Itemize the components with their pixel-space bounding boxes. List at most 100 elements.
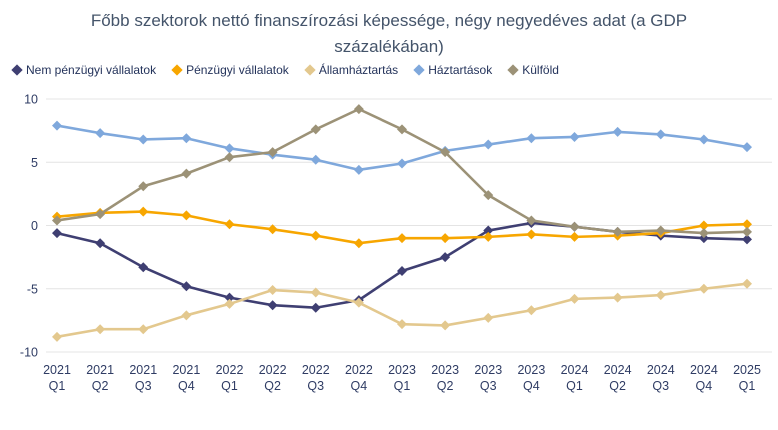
data-point-marker	[569, 221, 580, 232]
y-axis-labels: 10 5 0 -5 -10	[20, 93, 38, 360]
legend-label: Külföld	[522, 63, 559, 77]
data-point-marker	[612, 126, 623, 137]
data-point-marker	[138, 181, 149, 192]
legend-label: Nem pénzügyi vállalatok	[26, 63, 157, 77]
data-point-marker	[397, 233, 407, 244]
data-point-marker	[181, 210, 192, 221]
data-point-marker	[138, 262, 149, 273]
data-point-marker	[483, 225, 494, 236]
chart-title: Főbb szektorok nettó finanszírozási képe…	[90, 11, 688, 56]
data-point-marker	[95, 238, 106, 249]
data-point-marker	[224, 298, 235, 309]
legend: Nem pénzügyi vállalatok Pénzügyi vállalat…	[11, 63, 778, 77]
data-point-marker	[526, 215, 537, 226]
data-point-marker	[742, 142, 752, 153]
legend-item-k-lf-ld: Külföld	[507, 63, 559, 77]
legend-item-nem-p-nz-gyi-v-llalatok: Nem pénzügyi vállalatok	[11, 63, 157, 77]
data-point-marker	[138, 206, 149, 217]
legend-label: Pénzügyi vállalatok	[186, 63, 289, 77]
data-point-marker	[440, 252, 451, 263]
svg-text:5: 5	[31, 156, 38, 170]
data-point-marker	[742, 226, 752, 237]
data-point-marker	[310, 287, 321, 298]
data-point-marker	[397, 266, 407, 277]
legend-item-p-nz-gyi-v-llalatok: Pénzügyi vállalatok	[171, 63, 289, 77]
data-point-marker	[353, 164, 364, 175]
svg-text:-5: -5	[27, 282, 38, 296]
legend-item-llamh-ztart-s: Államháztartás	[304, 63, 398, 77]
data-point-marker	[310, 124, 321, 135]
diamond-marker-icon	[413, 64, 425, 76]
data-point-marker	[95, 324, 106, 335]
data-point-marker	[353, 104, 364, 115]
data-point-marker	[698, 283, 709, 294]
data-point-marker	[397, 158, 407, 169]
data-point-marker	[483, 139, 494, 150]
data-point-marker	[698, 220, 709, 231]
data-point-marker	[483, 231, 494, 242]
chart-container: Főbb szektorok nettó finanszírozási képe…	[0, 8, 778, 430]
data-point-marker	[353, 238, 364, 249]
data-point-marker	[224, 292, 235, 303]
data-point-marker	[224, 143, 235, 154]
data-point-marker	[181, 168, 192, 179]
data-point-marker	[52, 215, 62, 226]
diamond-marker-icon	[11, 64, 23, 76]
data-point-marker	[310, 302, 321, 313]
data-point-marker	[52, 331, 62, 342]
svg-text:0: 0	[31, 219, 38, 233]
data-point-marker	[310, 154, 321, 165]
data-point-marker	[526, 229, 537, 240]
data-point-marker	[52, 120, 62, 131]
series-p-nz-gyi-v-llalatok	[52, 206, 752, 249]
data-point-marker	[397, 124, 407, 135]
data-point-marker	[267, 285, 278, 296]
data-point-marker	[224, 152, 235, 163]
data-point-marker	[742, 219, 752, 230]
data-point-marker	[569, 231, 580, 242]
diamond-marker-icon	[304, 64, 316, 76]
data-point-marker	[95, 128, 106, 139]
legend-item-h-ztart-sok: Háztartások	[413, 63, 492, 77]
data-point-marker	[569, 293, 580, 304]
data-point-marker	[483, 312, 494, 323]
data-point-marker	[440, 147, 451, 158]
data-point-marker	[698, 228, 709, 239]
series-llamh-ztart-s	[52, 278, 752, 342]
data-point-marker	[526, 305, 537, 316]
data-point-marker	[138, 134, 149, 145]
series-k-lf-ld	[52, 104, 752, 239]
data-point-marker	[224, 219, 235, 230]
data-point-marker	[267, 147, 278, 158]
data-point-marker	[655, 225, 666, 236]
x-axis-labels: 2021 Q1 2021 Q2 2021 Q3 2021 Q4 2022 Q1 2022 Q2 2022…	[43, 363, 761, 393]
gridlines	[46, 98, 772, 353]
data-point-marker	[181, 310, 192, 321]
data-point-marker	[181, 133, 192, 144]
data-point-marker	[95, 209, 106, 220]
data-point-marker	[526, 133, 537, 144]
data-point-marker	[698, 134, 709, 145]
data-point-marker	[353, 297, 364, 308]
data-point-marker	[569, 131, 580, 142]
svg-text:10: 10	[24, 93, 38, 107]
data-point-marker	[267, 224, 278, 235]
data-point-marker	[440, 233, 451, 244]
data-point-marker	[310, 230, 321, 241]
